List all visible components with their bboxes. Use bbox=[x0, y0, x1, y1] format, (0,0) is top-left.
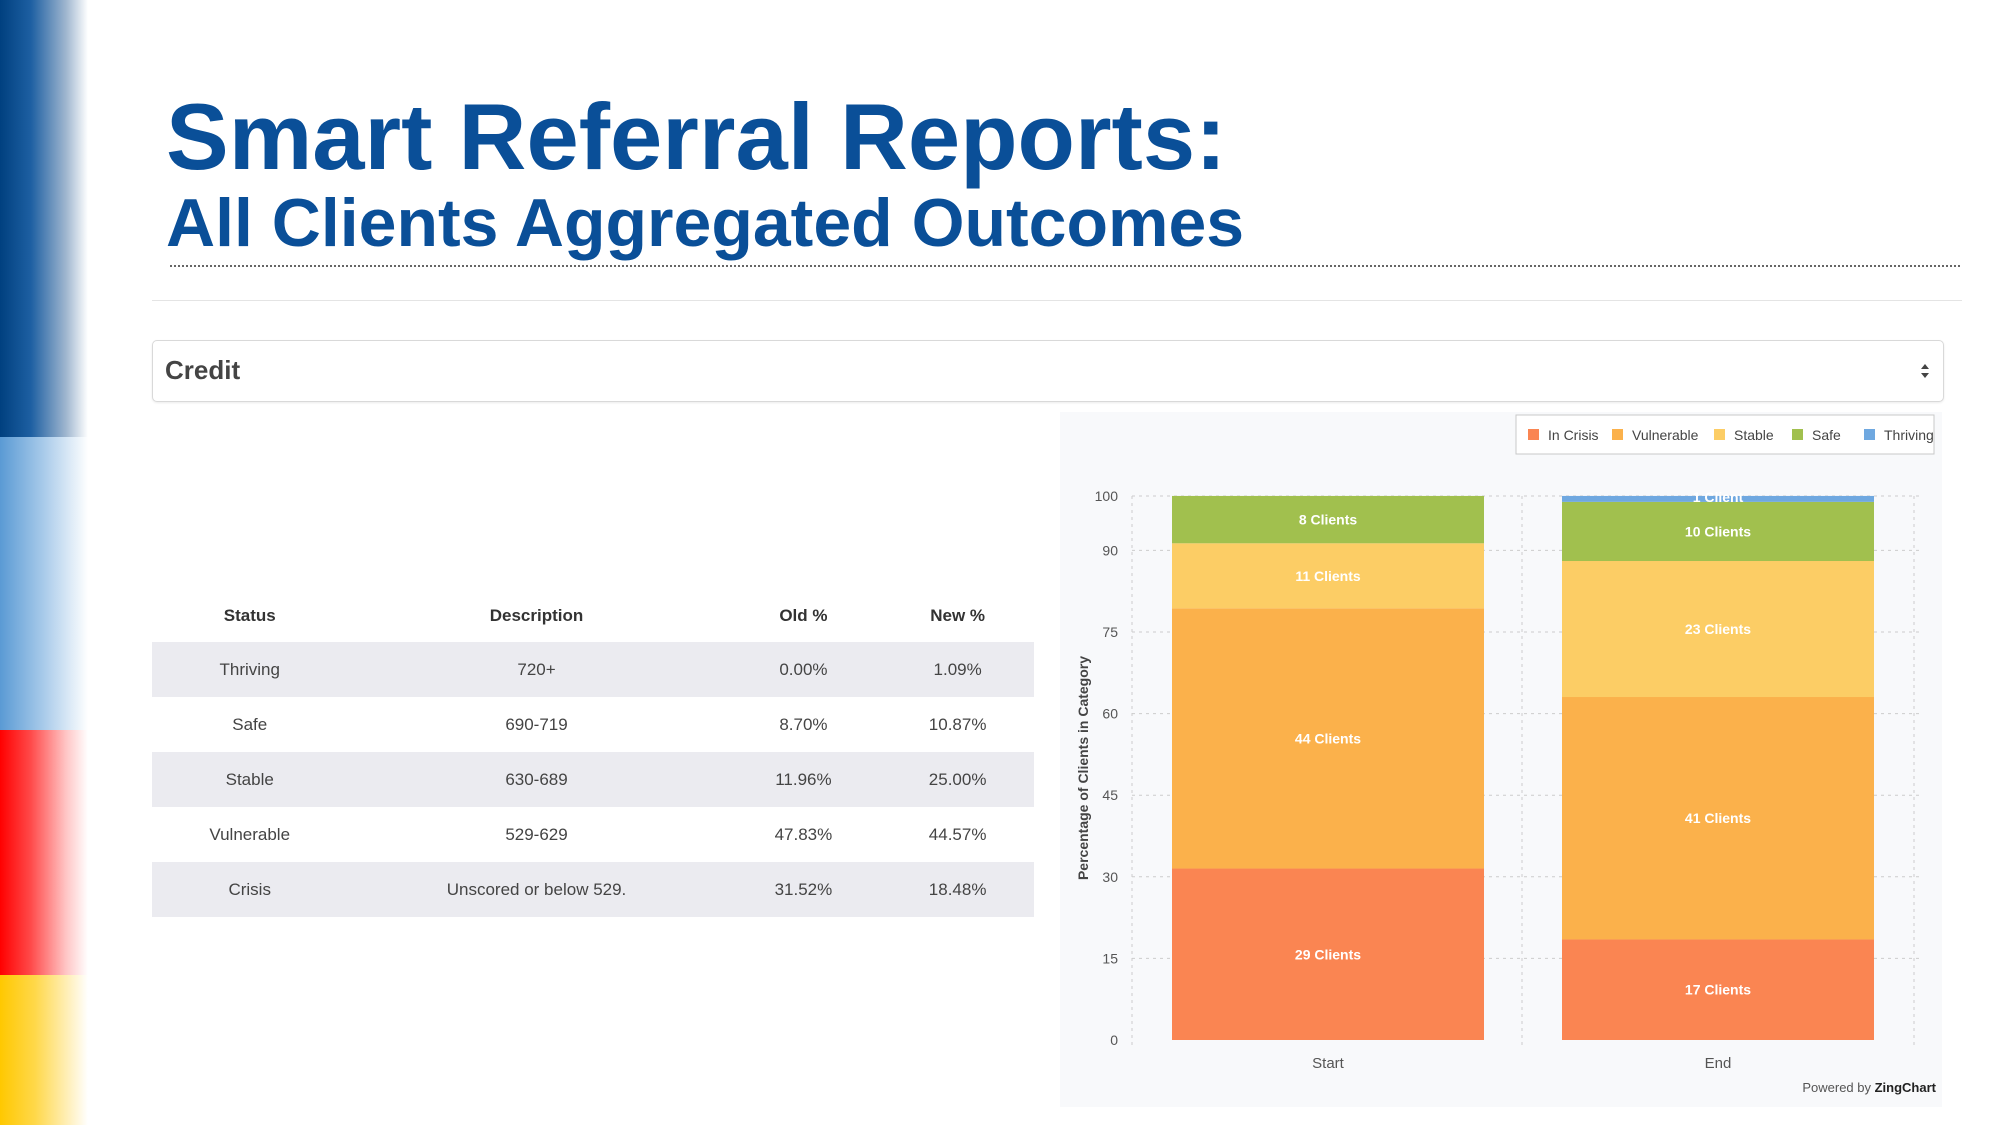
category-select-value: Credit bbox=[165, 355, 241, 385]
bar-end-1 bbox=[1562, 697, 1874, 940]
table-header-row: Status Description Old % New % bbox=[152, 590, 1034, 642]
data-label-end-1: 41 Clients bbox=[1685, 810, 1751, 826]
cell-old-percent: 11.96% bbox=[775, 769, 832, 789]
table-row: Vulnerable 529-629 47.83% 44.57% bbox=[152, 807, 1034, 862]
cell-description: Unscored or below 529. bbox=[446, 879, 627, 899]
cell-description: 720+ bbox=[517, 659, 556, 679]
legend-label-3: Stable bbox=[1734, 427, 1774, 443]
legend-swatch-2 bbox=[1612, 429, 1623, 440]
chart-credit-brand: ZingChart bbox=[1875, 1080, 1937, 1095]
column-header-new-percent: New % bbox=[930, 606, 986, 625]
column-header-status: Status bbox=[223, 606, 276, 625]
cell-description: 630-689 bbox=[505, 769, 568, 789]
status-table: Status Description Old % New % Thriving … bbox=[152, 590, 1034, 917]
cell-new-percent: 25.00% bbox=[928, 769, 987, 789]
y-tick-label-7: 100 bbox=[1095, 488, 1119, 504]
cell-new-percent: 18.48% bbox=[928, 879, 987, 899]
column-header-old-percent: Old % bbox=[779, 606, 828, 625]
bar-start-2 bbox=[1172, 543, 1484, 609]
y-tick-label-2: 30 bbox=[1102, 869, 1118, 885]
bar-start-1 bbox=[1172, 608, 1484, 869]
section-divider bbox=[152, 300, 1962, 301]
cell-old-percent: 0.00% bbox=[779, 659, 828, 679]
cell-old-percent: 47.83% bbox=[774, 824, 833, 844]
legend-swatch-3 bbox=[1714, 429, 1725, 440]
cell-status: Thriving bbox=[219, 659, 280, 679]
bar-start-3 bbox=[1172, 495, 1484, 544]
cell-status: Stable bbox=[225, 769, 274, 789]
data-label-start-0: 29 Clients bbox=[1295, 946, 1361, 962]
table-row: Safe 690-719 8.70% 10.87% bbox=[152, 697, 1034, 752]
cell-description: 690-719 bbox=[505, 714, 568, 734]
cell-new-percent: 1.09% bbox=[933, 659, 982, 679]
category-select[interactable]: Credit bbox=[152, 340, 1944, 402]
page-subtitle: All Clients Aggregated Outcomes bbox=[166, 185, 1245, 261]
data-label-end-0: 17 Clients bbox=[1685, 982, 1751, 998]
chart-credit-prefix: Powered by bbox=[1802, 1080, 1874, 1095]
cell-status: Safe bbox=[232, 714, 268, 734]
cell-new-percent: 44.57% bbox=[928, 824, 987, 844]
table-row: Thriving 720+ 0.00% 1.09% bbox=[152, 642, 1034, 697]
sidebar-light-blue-band bbox=[0, 437, 88, 730]
chart-panel: In Crisis Vulnerable Stable Safe Thriving 0 15… bbox=[1060, 412, 1942, 1107]
cell-status: Crisis bbox=[228, 879, 271, 899]
bar-end-2 bbox=[1562, 561, 1874, 698]
sidebar-yellow-band bbox=[0, 975, 88, 1125]
sidebar-blue-band bbox=[0, 0, 88, 437]
table-row: Stable 630-689 11.96% 25.00% bbox=[152, 752, 1034, 807]
cell-old-percent: 31.52% bbox=[774, 879, 833, 899]
y-tick-label-3: 45 bbox=[1102, 787, 1118, 803]
column-header-description: Description bbox=[489, 606, 584, 625]
bar-end-0 bbox=[1562, 939, 1874, 1040]
y-tick-label-6: 90 bbox=[1102, 542, 1118, 558]
table-row: Crisis Unscored or below 529. 31.52% 18.… bbox=[152, 862, 1034, 917]
data-label-start-3: 8 Clients bbox=[1299, 512, 1358, 528]
y-tick-label-0: 0 bbox=[1110, 1032, 1118, 1048]
data-label-end-2: 23 Clients bbox=[1685, 621, 1751, 637]
chart-credit: Powered by ZingChart bbox=[1802, 1080, 1936, 1095]
y-axis-title: Percentage of Clients in Category bbox=[1075, 656, 1091, 880]
decorative-sidebar bbox=[0, 0, 88, 1125]
cell-description: 529-629 bbox=[505, 824, 568, 844]
cell-old-percent: 8.70% bbox=[779, 714, 828, 734]
y-tick-label-5: 75 bbox=[1102, 624, 1118, 640]
data-label-start-1: 44 Clients bbox=[1295, 730, 1361, 746]
legend-swatch-5 bbox=[1864, 429, 1875, 440]
cell-new-percent: 10.87% bbox=[928, 714, 987, 734]
sidebar-red-band bbox=[0, 730, 88, 975]
legend-label-2: Vulnerable bbox=[1632, 427, 1699, 443]
sort-arrows-icon bbox=[1919, 361, 1931, 381]
bar-start-0 bbox=[1172, 868, 1484, 1040]
data-label-end-3: 10 Clients bbox=[1685, 523, 1751, 539]
y-tick-label-4: 60 bbox=[1102, 706, 1118, 722]
stacked-bar-chart: In Crisis Vulnerable Stable Safe Thriving 0 15… bbox=[1075, 414, 1937, 1095]
bar-end-3 bbox=[1562, 501, 1874, 562]
y-tick-label-1: 15 bbox=[1102, 950, 1118, 966]
data-label-start-2: 11 Clients bbox=[1295, 568, 1361, 584]
cell-status: Vulnerable bbox=[209, 824, 291, 844]
legend-label-1: In Crisis bbox=[1548, 427, 1599, 443]
legend-label-5: Thriving bbox=[1884, 427, 1934, 443]
bar-end-4 bbox=[1562, 495, 1874, 502]
page-title: Smart Referral Reports: bbox=[166, 84, 1227, 189]
title-divider bbox=[170, 265, 1960, 267]
legend-swatch-4 bbox=[1792, 429, 1803, 440]
x-tick-label-1: End bbox=[1705, 1055, 1732, 1072]
legend-label-4: Safe bbox=[1812, 427, 1841, 443]
legend-swatch-1 bbox=[1528, 429, 1539, 440]
data-label-end-4: 1 Client bbox=[1693, 489, 1744, 505]
x-tick-label-0: Start bbox=[1312, 1055, 1345, 1072]
